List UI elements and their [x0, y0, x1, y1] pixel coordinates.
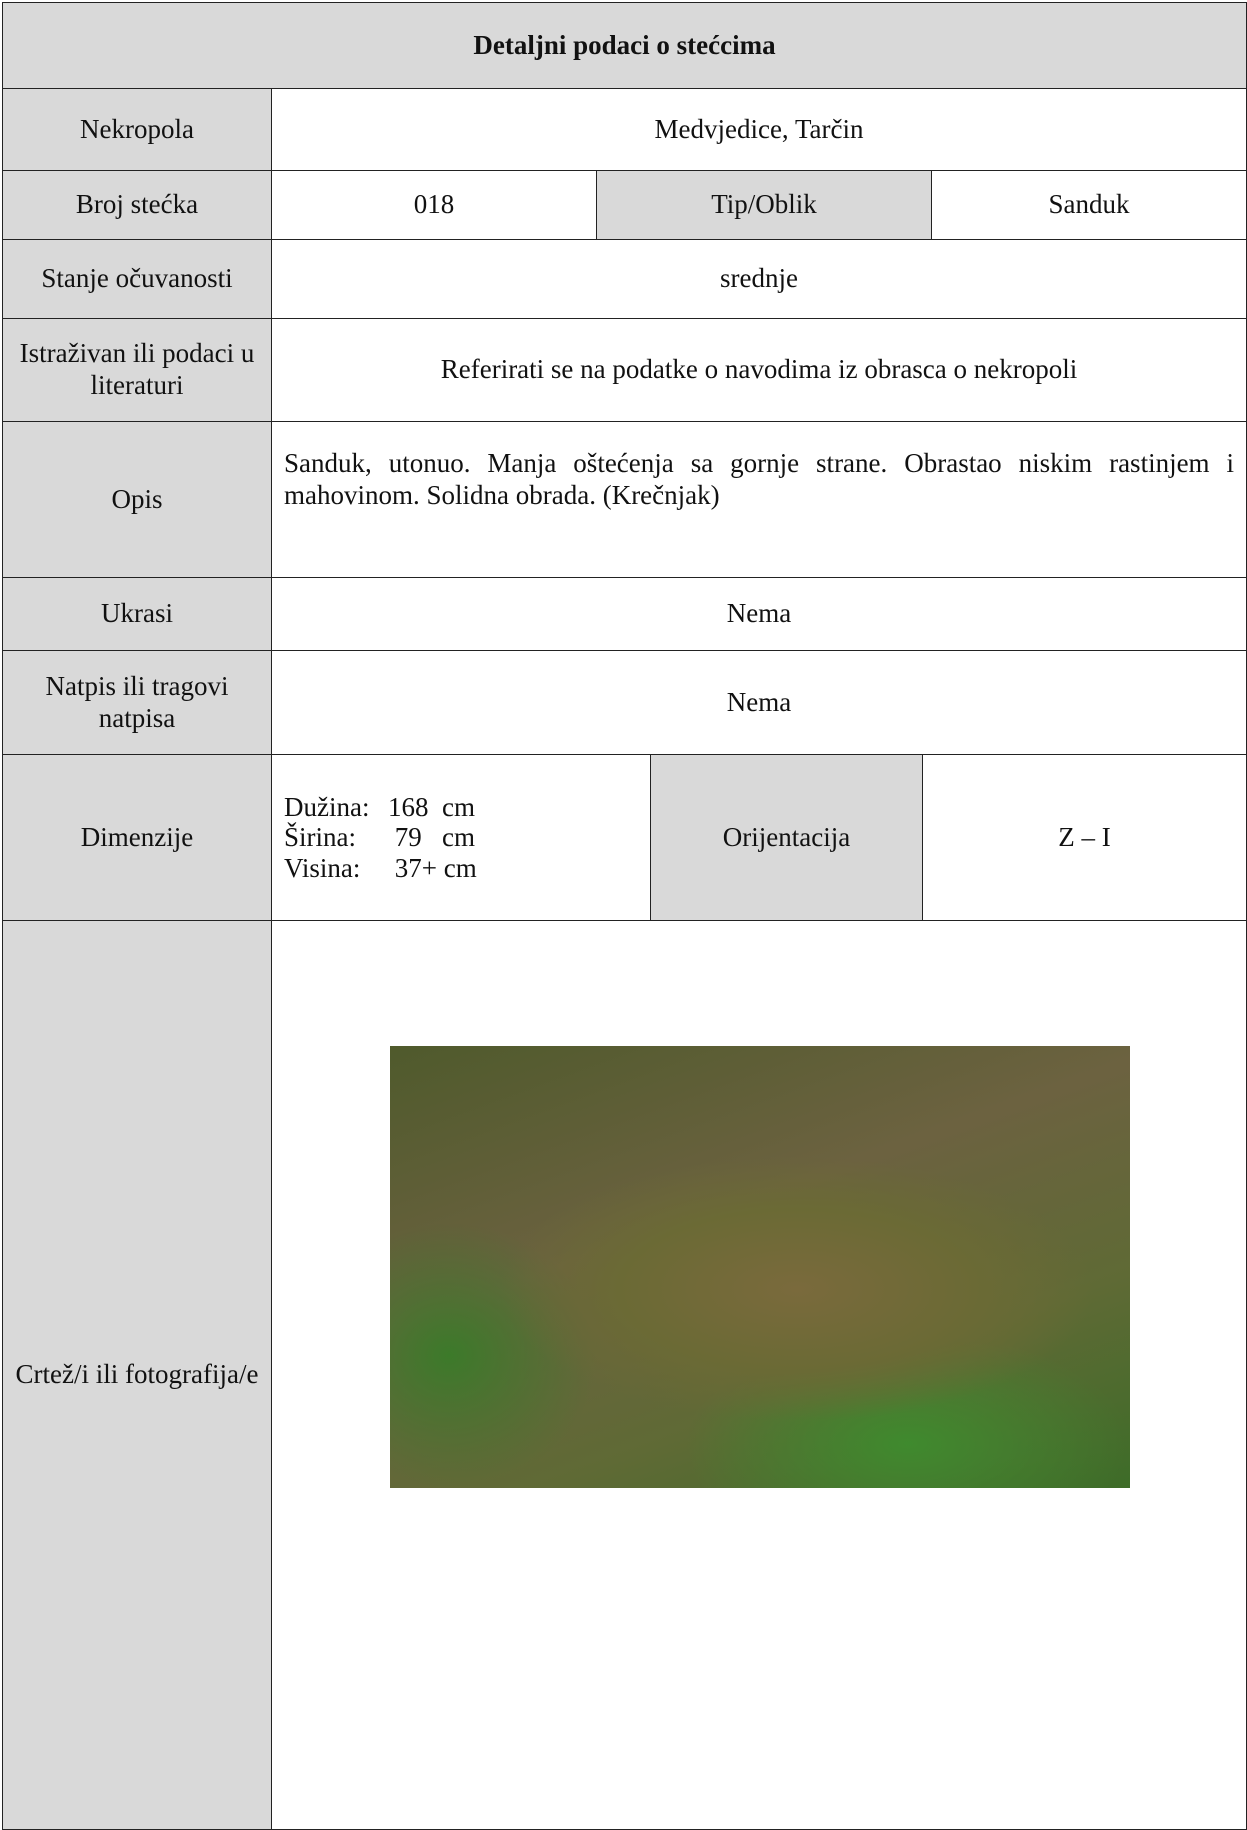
- label: Dimenzije: [2, 754, 272, 921]
- label: Opis: [2, 421, 272, 578]
- dimension-label: Širina:: [284, 822, 356, 853]
- label: Orijentacija: [650, 754, 923, 921]
- label: Natpis ili tragovi natpisa: [2, 650, 272, 755]
- dimension-value: 37+ cm: [388, 852, 477, 883]
- title: Detaljni podaci o stećcima: [2, 2, 1247, 89]
- value: Referirati se na podatke o navodima iz o…: [271, 318, 1247, 422]
- value: Medvjedice, Tarčin: [271, 88, 1247, 171]
- dimension-label: Visina:: [284, 852, 361, 883]
- dimension-list: Dužina: 168 cm Širina: 79 cm Visina: 37+ cm: [284, 792, 477, 883]
- photo: [390, 1046, 1130, 1488]
- value: Z – I: [922, 754, 1247, 921]
- value: Nema: [271, 577, 1247, 651]
- dimensions: Dužina: 168 cm Širina: 79 cm Visina: 37+ cm: [271, 754, 651, 921]
- value: 018: [271, 170, 597, 240]
- value: Sanduk: [931, 170, 1247, 240]
- label: Tip/Oblik: [596, 170, 932, 240]
- value: Nema: [271, 650, 1247, 755]
- label: Istraživan ili podaci u literaturi: [2, 318, 272, 422]
- label: Ukrasi: [2, 577, 272, 651]
- label: Nekropola: [2, 88, 272, 171]
- value: srednje: [271, 239, 1247, 319]
- label: Broj stećka: [2, 170, 272, 240]
- dimension-value: 79 cm: [388, 822, 475, 853]
- dimension-value: 168 cm: [388, 792, 475, 823]
- value: Sanduk, utonuo. Manja oštećenja sa gornj…: [271, 421, 1247, 578]
- dimension-label: Dužina:: [284, 792, 370, 823]
- label: Stanje očuvanosti: [2, 239, 272, 319]
- label: Crtež/i ili fotografija/e: [2, 920, 272, 1830]
